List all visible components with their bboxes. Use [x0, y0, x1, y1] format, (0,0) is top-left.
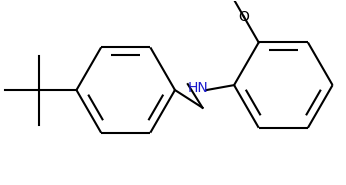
Text: HN: HN — [187, 81, 208, 95]
Text: O: O — [238, 10, 249, 24]
